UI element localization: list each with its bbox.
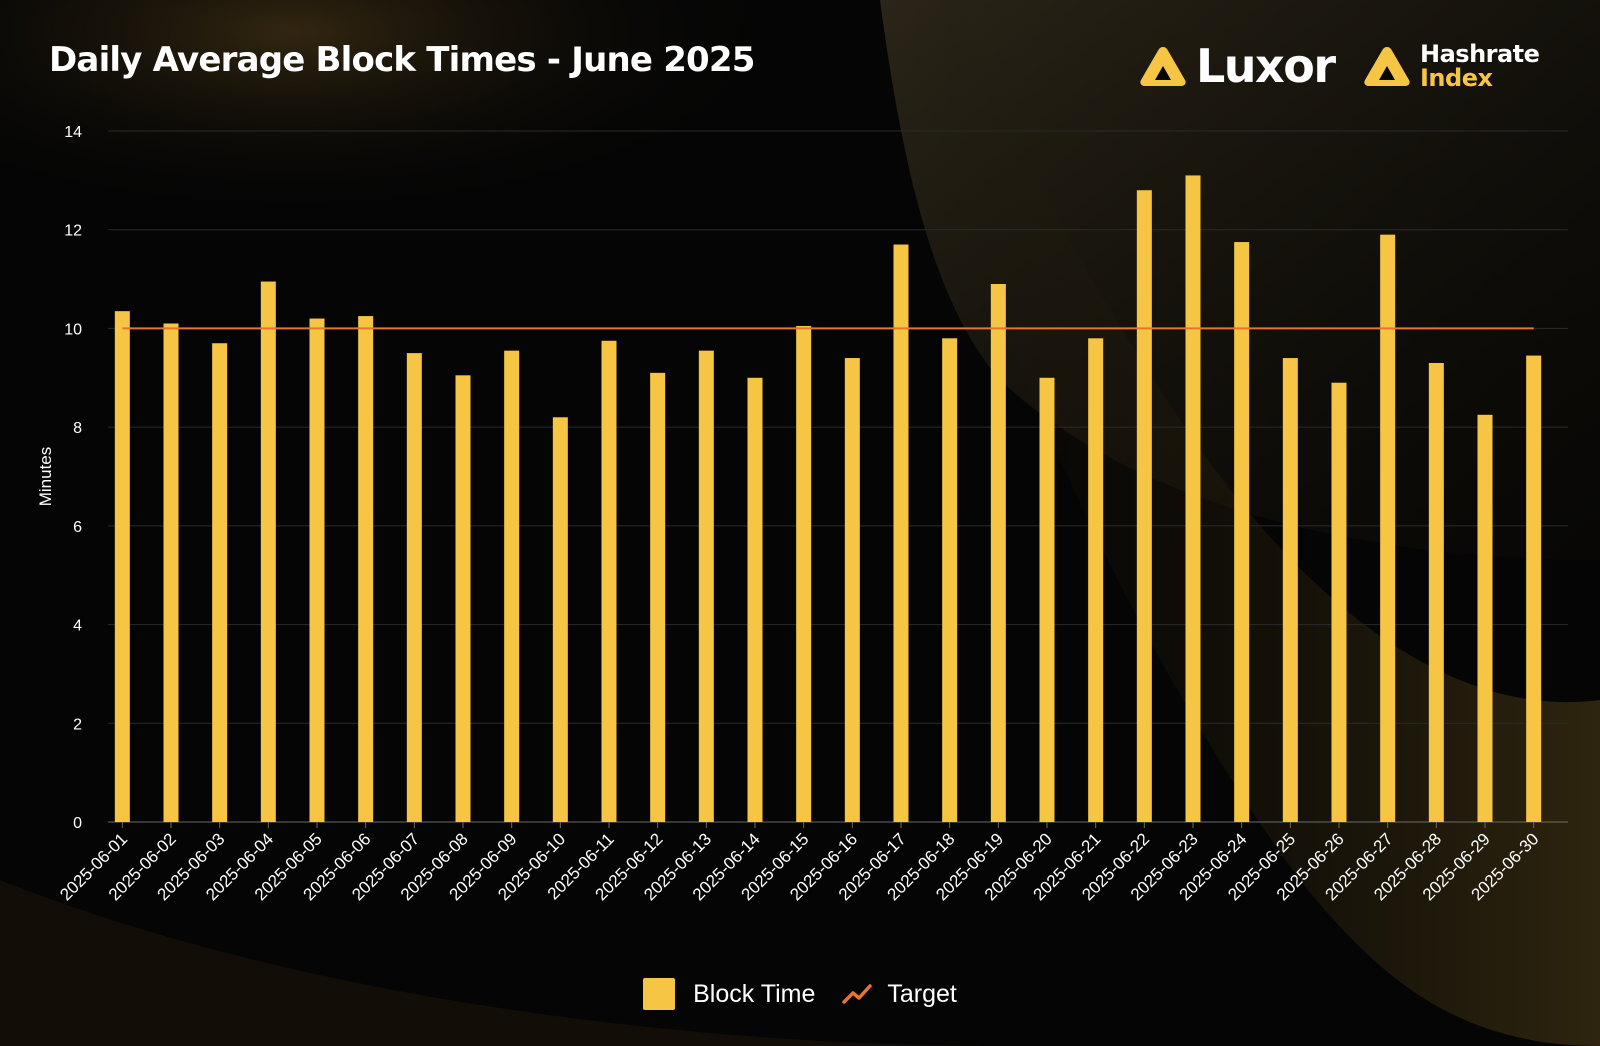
- line-chart-icon: [842, 984, 873, 1004]
- bar: [212, 343, 228, 822]
- index-brand-text: Index: [1420, 64, 1493, 92]
- y-tick-label: 4: [73, 618, 82, 635]
- y-tick-label: 12: [64, 223, 82, 240]
- bar: [601, 340, 617, 822]
- bar: [260, 281, 276, 822]
- bar: [1185, 175, 1201, 822]
- hashrate-index-logo-icon: [1364, 47, 1410, 86]
- legend-label-target: Target: [887, 979, 957, 1008]
- bar: [1039, 377, 1055, 822]
- y-tick-label: 0: [73, 815, 82, 832]
- chart-legend: Block Time Target: [0, 978, 1600, 1010]
- y-tick-label: 2: [73, 716, 82, 733]
- y-tick-label: 6: [73, 519, 82, 536]
- luxor-logo-icon: [1140, 47, 1186, 86]
- bar: [1136, 190, 1152, 822]
- bar: [893, 244, 909, 822]
- bar: [504, 350, 520, 822]
- legend-label-block-time: Block Time: [693, 979, 816, 1008]
- bar: [1477, 414, 1493, 822]
- bar: [942, 338, 958, 822]
- bar: [406, 353, 422, 822]
- bar: [796, 325, 812, 822]
- bar: [1428, 362, 1444, 822]
- bar-swatch-icon: [643, 978, 676, 1010]
- bar: [698, 350, 714, 822]
- bar: [309, 318, 325, 822]
- bar: [1234, 242, 1250, 822]
- bar: [114, 311, 130, 822]
- bar: [1088, 338, 1104, 822]
- y-axis-title: Minutes: [36, 447, 55, 507]
- y-tick-label: 8: [73, 420, 82, 437]
- page-title: Daily Average Block Times - June 2025: [49, 40, 755, 80]
- bar: [163, 323, 179, 822]
- hashrate-index-logo: Hashrate Index: [1362, 38, 1540, 94]
- bar: [650, 372, 666, 822]
- bar: [1282, 358, 1298, 822]
- bar: [455, 375, 471, 822]
- y-tick-label: 14: [64, 124, 82, 141]
- bar: [1526, 355, 1542, 822]
- bar: [1380, 234, 1396, 822]
- bar: [990, 284, 1006, 822]
- bar: [1331, 382, 1347, 822]
- luxor-brand-text: Luxor: [1196, 39, 1336, 93]
- hashrate-brand-text: Hashrate: [1420, 40, 1540, 68]
- y-tick-label: 10: [64, 321, 82, 338]
- bar: [552, 417, 568, 822]
- legend-item-target[interactable]: Target: [815, 979, 957, 1009]
- bar-chart: 02468101214Minutes2025-06-012025-06-0220…: [36, 124, 1568, 904]
- bar: [747, 377, 763, 822]
- luxor-logo: Luxor: [1138, 38, 1336, 94]
- bar: [844, 358, 860, 822]
- bar: [358, 316, 374, 822]
- legend-item-block-time[interactable]: Block Time: [643, 978, 815, 1010]
